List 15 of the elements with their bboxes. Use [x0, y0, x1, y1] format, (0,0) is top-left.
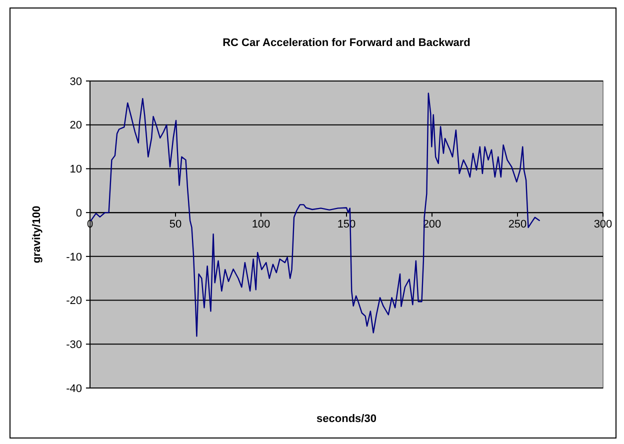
y-tick-label: 10: [70, 164, 82, 176]
y-tick-label: -30: [66, 338, 82, 351]
x-axis-title: seconds/30: [316, 413, 376, 425]
y-tick-label: 0: [76, 207, 82, 220]
x-tick-label: 100: [252, 218, 270, 231]
x-tick-label: 250: [508, 218, 527, 231]
x-tick-label: 300: [594, 218, 612, 231]
chart-title: RC Car Acceleration for Forward and Backward: [222, 37, 470, 49]
y-tick-label: -40: [66, 382, 82, 395]
y-axis-title: gravity/100: [31, 206, 43, 264]
y-tick-label: -20: [66, 295, 82, 308]
y-tick-label: -10: [66, 251, 82, 264]
y-tick-label: 20: [70, 120, 82, 132]
x-tick-label: 50: [169, 218, 182, 231]
y-tick-label: 30: [70, 76, 82, 88]
